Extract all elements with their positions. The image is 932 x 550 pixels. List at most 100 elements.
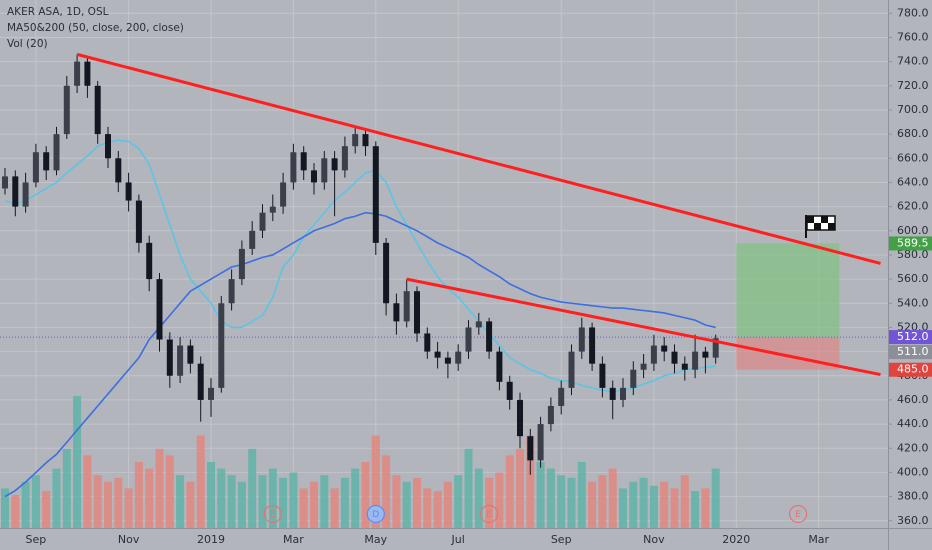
profit-zone — [736, 243, 840, 338]
volume-bar — [134, 462, 143, 528]
price-label: 589.5 — [897, 236, 929, 249]
y-tick-label: 720.0 — [897, 79, 929, 92]
y-tick-label: 780.0 — [897, 6, 929, 19]
candle-body — [43, 152, 50, 171]
candle-body — [290, 152, 297, 183]
candle-body — [702, 351, 709, 358]
volume-bar — [670, 488, 679, 528]
candle-body — [455, 351, 462, 364]
volume — [1, 396, 720, 528]
volume-bar — [258, 475, 267, 528]
candle-body — [383, 242, 390, 304]
volume-bar — [31, 475, 40, 528]
candle-body — [517, 399, 523, 437]
indicator-label: Vol (20) — [7, 38, 48, 50]
candle-body — [187, 345, 194, 364]
y-tick-label: 760.0 — [897, 30, 929, 43]
candle-body — [259, 212, 266, 231]
event-label: D — [372, 510, 379, 520]
volume-bar — [186, 481, 195, 528]
volume-bar — [320, 475, 329, 528]
y-tick-label: 580.0 — [897, 248, 929, 261]
candle-body — [321, 158, 328, 183]
candle-body — [661, 345, 668, 352]
event-label: E — [486, 510, 492, 520]
moving-average — [4, 139, 716, 393]
candle-body — [527, 436, 534, 461]
candle-body — [311, 170, 317, 183]
volume-bar — [454, 475, 463, 528]
volume-bar — [608, 468, 617, 528]
candle-body — [547, 405, 554, 425]
candle-body — [403, 291, 410, 322]
event-marker — [788, 504, 808, 524]
event-marker — [263, 504, 282, 524]
candle-body — [434, 351, 441, 358]
candle-body — [578, 327, 585, 352]
volume-bar — [93, 475, 102, 528]
volume-bar — [660, 481, 669, 528]
volume-bar — [423, 488, 432, 528]
volume-bar — [52, 468, 61, 528]
volume-bar — [474, 468, 483, 528]
candle-body — [372, 146, 379, 243]
candle-body — [74, 61, 81, 86]
indicator-label: MA50&200 (50, close, 200, close) — [7, 22, 184, 34]
volume-bar — [701, 488, 710, 528]
price-label-bg — [889, 236, 932, 251]
trendline — [406, 277, 881, 377]
volume-bar — [485, 477, 494, 528]
candle-body — [630, 369, 637, 388]
y-tick-label: 680.0 — [897, 127, 929, 140]
event-label: E — [270, 510, 276, 520]
candle-body — [465, 327, 472, 352]
y-tick-label: 380.0 — [897, 490, 929, 503]
volume-bar — [691, 491, 700, 528]
price-label: 512.0 — [897, 330, 929, 343]
candle-body — [22, 182, 29, 207]
candle-body — [475, 321, 482, 328]
candle-body — [486, 321, 493, 352]
candle-body — [650, 345, 657, 364]
candle-body — [53, 134, 60, 171]
y-tick-label: 620.0 — [897, 200, 929, 213]
price-axis: 360.0380.0400.0420.0440.0460.0480.0500.0… — [26, 6, 932, 546]
volume-bar — [21, 481, 30, 528]
price-label-bg — [889, 362, 932, 377]
volume-bar — [639, 477, 648, 528]
price-label: 511.0 — [897, 345, 929, 358]
candle-body — [177, 345, 184, 376]
volume-bar — [361, 462, 370, 528]
volume-bar — [1, 488, 9, 528]
volume-bar — [433, 491, 442, 528]
volume-bar — [382, 455, 391, 528]
candle-body — [620, 387, 626, 400]
candle-body — [599, 363, 606, 388]
trendline — [76, 52, 881, 265]
x-tick-label: May — [364, 533, 387, 546]
flag-icon — [805, 215, 836, 238]
candles — [2, 54, 719, 475]
candle-body — [558, 387, 565, 406]
x-tick-label: Mar — [283, 533, 304, 546]
x-tick-label: 2019 — [197, 533, 225, 546]
x-tick-label: Jul — [451, 533, 465, 546]
volume-bar — [268, 468, 277, 528]
volume-bar — [83, 455, 92, 528]
candle-body — [393, 303, 400, 322]
x-tick-label: Sep — [26, 533, 47, 546]
candle-body — [352, 134, 359, 147]
event-marker — [480, 504, 499, 524]
volume-bar — [588, 481, 597, 528]
candle-body — [238, 248, 245, 280]
volume-bar — [619, 488, 627, 528]
x-tick-label: Nov — [643, 533, 665, 546]
y-tick-label: 600.0 — [897, 224, 929, 237]
candle-body — [12, 176, 19, 207]
volume-bar — [680, 475, 689, 528]
candle-body — [84, 61, 91, 86]
candle-body — [115, 158, 122, 183]
volume-bar — [649, 485, 658, 528]
candle-body — [589, 327, 596, 364]
